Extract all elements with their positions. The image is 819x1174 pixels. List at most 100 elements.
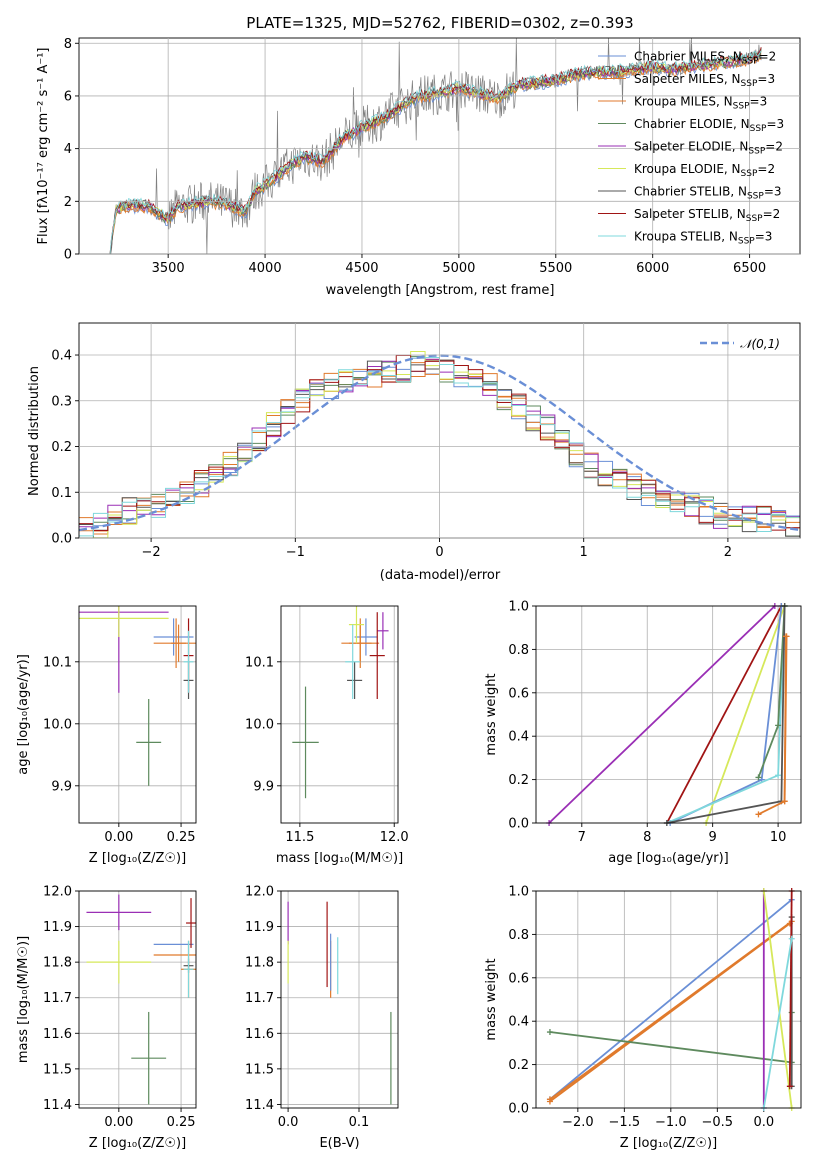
mass-weight-vs-age-line-salpeter_stelib xyxy=(666,605,783,824)
age-vs-Z-ytick-label: 9.9 xyxy=(51,779,72,794)
spectrum-legend-label: Salpeter STELIB, NSSP=2 xyxy=(634,207,780,224)
mass-weight-vs-Z-xlabel: Z [log₁₀(Z/Z☉)] xyxy=(620,1136,717,1151)
age-vs-Z-xtick-label: 0.25 xyxy=(167,830,196,845)
age-vs-mass-ytick-label: 9.9 xyxy=(253,779,274,794)
mass-vs-ebv-ytick-label: 11.6 xyxy=(245,1027,274,1042)
spectrum-xlabel: wavelength [Angstrom, rest frame] xyxy=(326,283,555,298)
mass-weight-vs-Z-ytick-label: 1.0 xyxy=(508,885,529,900)
mass-vs-Z-xtick-label: 0.25 xyxy=(167,1115,196,1130)
age-vs-Z-grid xyxy=(79,606,196,823)
spectrum-xtick-label: 6500 xyxy=(733,261,766,276)
spectrum-legend-subscript: SSP xyxy=(733,102,750,112)
spectrum-xtick-label: 5500 xyxy=(539,261,572,276)
spectrum-legend: Chabrier MILES, NSSP=2 Salpeter MILES, NS… xyxy=(598,50,784,247)
mass-weight-vs-age-ytick-label: 0.4 xyxy=(508,730,529,745)
spectrum-legend-label: Salpeter MILES, NSSP=3 xyxy=(634,72,775,89)
mass-weight-vs-age-line-salpeter_elodie xyxy=(548,605,776,824)
mass-vs-Z-ytick-label: 11.8 xyxy=(43,956,72,971)
mass-weight-vs-Z-xtick-label: −1.5 xyxy=(609,1115,641,1130)
residuals-legend-label: 𝒩(0,1) xyxy=(740,337,780,351)
mass-weight-vs-age-line-kroupa_miles xyxy=(783,636,787,802)
spectrum-xtick-label: 4500 xyxy=(345,261,378,276)
age-vs-Z-frame xyxy=(78,605,197,824)
residuals-ytick-label: 0.4 xyxy=(51,349,72,364)
mass-weight-vs-age-xtick-label: 9 xyxy=(709,830,717,845)
mass-weight-vs-Z-ytick-label: 0.0 xyxy=(508,1102,529,1117)
residuals-ytick-label: 0.3 xyxy=(51,394,72,409)
age-vs-Z-xtick-label: 0.00 xyxy=(104,830,133,845)
mass-vs-Z-ytick-label: 11.5 xyxy=(43,1062,72,1077)
residuals-xtick-label: 2 xyxy=(724,545,732,560)
spectrum-legend-subscript: SSP xyxy=(750,124,767,134)
mass-vs-ebv-ytick-label: 12.0 xyxy=(245,885,274,900)
age-vs-Z-ytick-label: 10.0 xyxy=(43,717,72,732)
mass-weight-vs-age-marker xyxy=(755,811,762,818)
mass-vs-Z-xlabel: Z [log₁₀(Z/Z☉)] xyxy=(89,1136,186,1151)
mass-vs-Z-ytick-label: 11.9 xyxy=(43,920,72,935)
spectrum-legend-value: =2 xyxy=(763,207,781,221)
mass-weight-vs-age-ylabel: mass weight xyxy=(484,673,499,755)
mass-weight-vs-Z-xtick-label: 0.0 xyxy=(753,1115,774,1130)
spectrum-legend-value: =3 xyxy=(766,117,784,131)
mass-weight-vs-age-xtick-label: 7 xyxy=(578,830,586,845)
mass-weight-vs-age-line-kroupa_elodie xyxy=(705,605,786,824)
age-vs-mass-frame xyxy=(280,605,399,824)
mass-weight-vs-age-ytick-label: 0.8 xyxy=(508,643,529,658)
mass-weight-vs-Z-ytick-label: 0.8 xyxy=(508,928,529,943)
spectrum-panel: PLATE=1325, MJD=52762, FIBERID=0302, z=0… xyxy=(36,14,801,298)
spectrum-xtick-label: 3500 xyxy=(152,261,185,276)
mass-weight-vs-age-marker xyxy=(781,798,788,805)
spectrum-legend-value: =3 xyxy=(755,230,773,244)
age-vs-metallicity-panel: 0.00 0.25 9.9 10.0 10.1 Z [log₁₀(Z/Z☉)] age [l… xyxy=(16,605,197,866)
mass-vs-Z-ytick-label: 11.7 xyxy=(43,991,72,1006)
mass-weight-vs-age-marker xyxy=(782,633,789,640)
mass-vs-ebv-panel: 0.0 0.1 11.4 11.5 11.6 11.7 11.8 11.9 12.0 E(B-V) xyxy=(245,885,399,1151)
spectrum-legend-subscript: SSP xyxy=(747,192,764,202)
mass-weight-vs-age-marker xyxy=(775,772,782,779)
spectrum-ylabel: Flux [fλ10⁻¹⁷ erg cm⁻² s⁻¹ A⁻¹] xyxy=(36,48,51,245)
spectrum-ytick-label: 2 xyxy=(64,195,72,210)
spectrum-legend-value: =3 xyxy=(757,72,775,86)
mass-vs-ebv-ytick-label: 11.8 xyxy=(245,956,274,971)
mass-vs-metallicity-panel: 0.00 0.25 11.4 11.5 11.6 11.7 11.8 11.9 12.0 Z [l… xyxy=(16,885,197,1151)
residuals-ytick-label: 0.1 xyxy=(51,486,72,501)
mass-weight-vs-Z-ytick-label: 0.4 xyxy=(508,1015,529,1030)
mass-weight-vs-Z-marker xyxy=(788,935,795,942)
residuals-panel: −2 −1 0 1 2 0.0 0.1 0.2 0.3 0.4 (data-model)/erro… xyxy=(27,322,801,583)
spectrum-xtick-label: 6000 xyxy=(636,261,669,276)
spectrum-legend-label: Kroupa STELIB, NSSP=3 xyxy=(634,230,772,247)
mass-weight-vs-age-ytick-label: 0.0 xyxy=(508,817,529,832)
spectrum-xtick-label: 5000 xyxy=(442,261,475,276)
mass-vs-Z-ytick-label: 12.0 xyxy=(43,885,72,900)
residuals-xtick-label: 0 xyxy=(435,545,443,560)
mass-weight-vs-Z-ytick-label: 0.6 xyxy=(508,971,529,986)
residuals-grid xyxy=(79,323,800,539)
residuals-ylabel: Normed distribution xyxy=(27,366,42,496)
mass-weight-vs-Z-xtick-label: −2.0 xyxy=(562,1115,594,1130)
age-vs-Z-xlabel: Z [log₁₀(Z/Z☉)] xyxy=(89,851,186,866)
mass-weight-vs-Z-line-kroupa_miles xyxy=(549,922,791,1103)
mass-weight-vs-age-marker xyxy=(775,722,782,729)
age-vs-mass-panel: 11.5 12.0 9.9 10.0 10.1 mass [log₁₀(M/M☉)] xyxy=(245,605,409,866)
mass-weight-vs-Z-xtick-label: −0.5 xyxy=(702,1115,734,1130)
mass-weight-vs-Z-ytick-label: 0.2 xyxy=(508,1058,529,1073)
spectrum-legend-value: =3 xyxy=(750,95,768,109)
spectrum-legend-value: =2 xyxy=(765,140,783,154)
mass-weight-vs-age-grid xyxy=(536,605,801,824)
residuals-xtick-label: 1 xyxy=(580,545,588,560)
spectrum-grid xyxy=(79,38,800,255)
spectrum-legend-subscript: SSP xyxy=(741,79,758,89)
mass-vs-Z-ytick-label: 11.6 xyxy=(43,1027,72,1042)
residuals-xtick-label: −2 xyxy=(142,545,161,560)
age-vs-mass-grid xyxy=(281,606,398,823)
spectrum-legend-label: Kroupa MILES, NSSP=3 xyxy=(634,95,767,112)
spectrum-ytick-label: 0 xyxy=(64,248,72,263)
mass-weight-vs-age-ytick-label: 1.0 xyxy=(508,600,529,615)
mass-weight-vs-age-xtick-label: 8 xyxy=(643,830,651,845)
age-vs-mass-xlabel: mass [log₁₀(M/M☉)] xyxy=(276,851,403,866)
mass-vs-Z-frame xyxy=(78,890,197,1109)
mass-weight-vs-age-ytick-label: 0.6 xyxy=(508,686,529,701)
mass-weight-vs-age-ytick-label: 0.2 xyxy=(508,773,529,788)
age-vs-mass-ytick-label: 10.1 xyxy=(245,655,274,670)
